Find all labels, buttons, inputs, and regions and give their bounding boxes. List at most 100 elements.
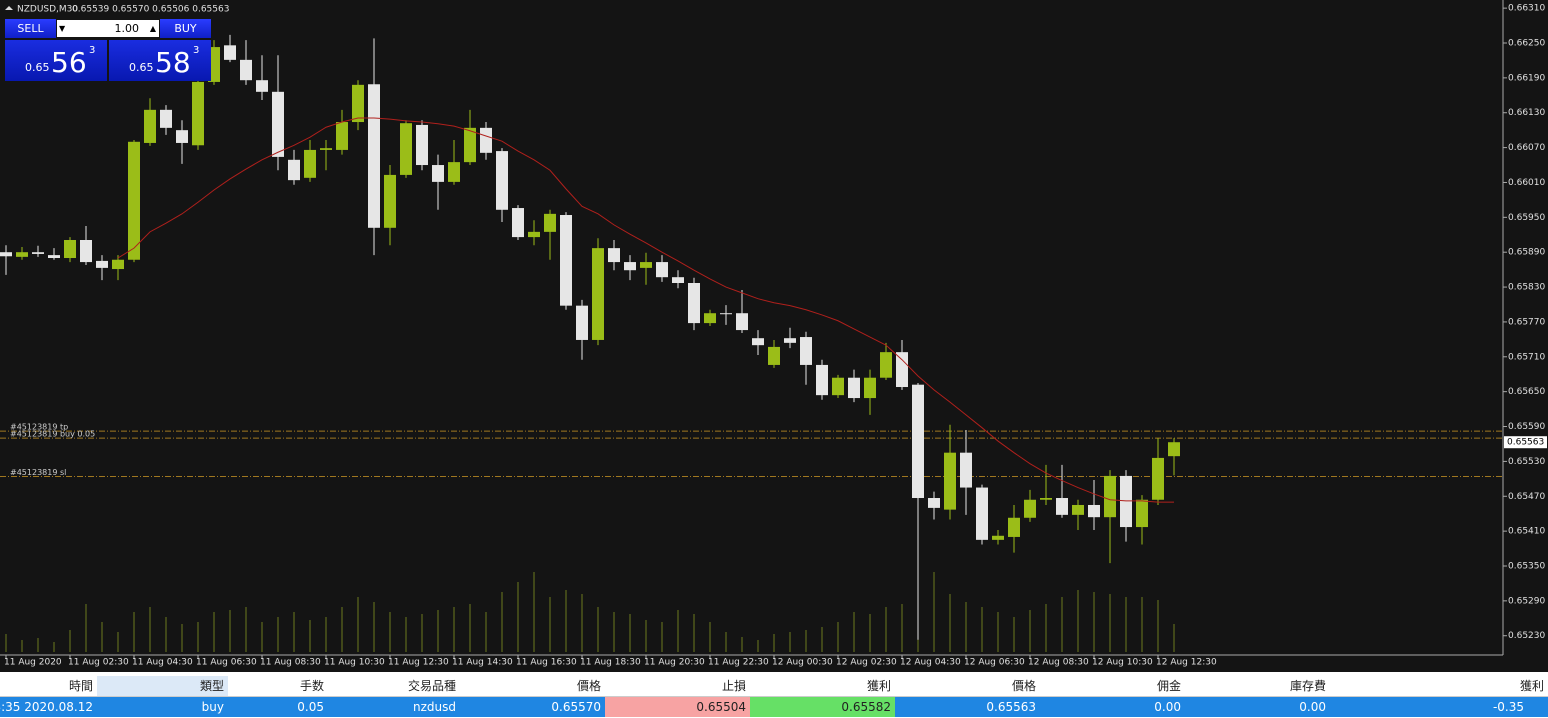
candle-body bbox=[832, 377, 844, 396]
x-tick-label: 11 Aug 14:30 bbox=[452, 658, 513, 668]
table-cell: nzdusd bbox=[413, 700, 456, 714]
header-cell: 獲利 bbox=[1519, 679, 1544, 693]
candle-body bbox=[0, 252, 12, 257]
table-row[interactable]: 2020.08.12 13:13:35 buy 0.05 nzdusd 0.65570 0… bbox=[0, 697, 1548, 717]
candle-body bbox=[288, 159, 300, 181]
candle-body bbox=[880, 352, 892, 378]
x-tick-label: 12 Aug 10:30 bbox=[1092, 658, 1153, 668]
x-tick-label: 12 Aug 00:30 bbox=[772, 658, 833, 668]
candle-body bbox=[784, 338, 796, 343]
y-tick-label: 0.65470 bbox=[1508, 492, 1545, 502]
x-tick-label: 12 Aug 06:30 bbox=[964, 658, 1025, 668]
candle-body bbox=[416, 124, 428, 166]
candle-body bbox=[16, 252, 28, 257]
bid-big: 0.65 bbox=[25, 61, 50, 74]
candle-body bbox=[80, 239, 92, 263]
candle-body bbox=[1168, 442, 1180, 457]
y-tick-label: 0.65650 bbox=[1508, 387, 1545, 397]
candle-body bbox=[896, 352, 908, 388]
moving-average bbox=[117, 117, 1174, 503]
order-label: #45123819 sl bbox=[10, 468, 66, 477]
candle-body bbox=[1024, 499, 1036, 518]
candle-body bbox=[128, 141, 140, 260]
candle-body bbox=[544, 213, 556, 232]
candle-body bbox=[864, 377, 876, 399]
candle-body bbox=[720, 313, 732, 315]
x-tick-label: 11 Aug 22:30 bbox=[708, 658, 769, 668]
y-tick-label: 0.65230 bbox=[1508, 631, 1545, 641]
ask-box[interactable]: 0.65 58 3 bbox=[109, 40, 211, 81]
candle-body bbox=[944, 452, 956, 510]
table-header: 時間 類型 手数 交易品種 價格 止損 獲利 價格 佣金 庫存費 獲利 bbox=[0, 676, 1548, 697]
chart: NZDUSD,M30 0.65539 0.65570 0.65506 0.655… bbox=[0, 0, 1548, 672]
header-cell: 價格 bbox=[1011, 679, 1036, 693]
candle-body bbox=[336, 122, 348, 150]
header-cell: 庫存費 bbox=[1289, 679, 1326, 693]
y-tick-label: 0.65350 bbox=[1508, 561, 1545, 571]
candle-body bbox=[1104, 475, 1116, 518]
candle-body bbox=[96, 260, 108, 268]
y-tick-label: 0.65590 bbox=[1508, 422, 1545, 432]
candle-body bbox=[400, 123, 412, 175]
x-tick-label: 12 Aug 04:30 bbox=[900, 658, 961, 668]
candle-body bbox=[1152, 457, 1164, 500]
buy-button[interactable]: BUY bbox=[160, 19, 211, 38]
trade-panel: SELL ▼ 1.00 ▲ BUY 0.65 56 3 0.65 58 3 bbox=[5, 19, 211, 81]
candle-body bbox=[320, 148, 332, 150]
y-tick-label: 0.65530 bbox=[1508, 457, 1545, 467]
header-cell: 手数 bbox=[299, 679, 324, 693]
bid-main: 56 bbox=[51, 46, 87, 79]
candle-body bbox=[208, 47, 220, 82]
header-cell: 價格 bbox=[576, 679, 601, 693]
candle-body bbox=[592, 248, 604, 340]
candle-body bbox=[384, 174, 396, 228]
y-tick-label: 0.66130 bbox=[1508, 108, 1545, 118]
y-tick-label: 0.66010 bbox=[1508, 178, 1545, 188]
candle-body bbox=[800, 337, 812, 365]
y-tick-label: 0.65290 bbox=[1508, 596, 1545, 606]
table-cell: 0.00 bbox=[1299, 700, 1326, 714]
candle-body bbox=[672, 277, 684, 283]
bid-box[interactable]: 0.65 56 3 bbox=[5, 40, 107, 81]
candle-body bbox=[1072, 504, 1084, 515]
quote: 0.65539 0.65570 0.65506 0.65563 bbox=[72, 5, 229, 15]
x-tick-label: 11 Aug 2020 bbox=[4, 658, 62, 668]
x-tick-label: 11 Aug 12:30 bbox=[388, 658, 449, 668]
lots-input[interactable]: ▼ 1.00 ▲ bbox=[57, 20, 159, 37]
candle-body bbox=[1136, 499, 1148, 528]
y-tick-label: 0.65710 bbox=[1508, 352, 1545, 362]
bid-pip: 3 bbox=[89, 45, 96, 56]
table-cell: 0.05 bbox=[297, 700, 324, 714]
ask-main: 58 bbox=[155, 46, 191, 79]
candle-body bbox=[576, 305, 588, 340]
y-tick-label: 0.66070 bbox=[1508, 143, 1545, 153]
x-tick-label: 11 Aug 08:30 bbox=[260, 658, 321, 668]
table-cell: 0.00 bbox=[1154, 700, 1181, 714]
candle-body bbox=[912, 384, 924, 499]
candle-body bbox=[736, 313, 748, 331]
x-tick-label: 11 Aug 18:30 bbox=[580, 658, 641, 668]
candle-body bbox=[160, 109, 172, 128]
candle-body bbox=[176, 130, 188, 143]
candle-body bbox=[848, 377, 860, 399]
y-tick-label: 0.65950 bbox=[1508, 213, 1545, 223]
collapse-icon[interactable] bbox=[5, 6, 13, 10]
x-tick-label: 11 Aug 02:30 bbox=[68, 658, 129, 668]
header-cell: 交易品種 bbox=[407, 679, 456, 693]
candle-body bbox=[192, 81, 204, 146]
chart-bg bbox=[0, 0, 1548, 672]
candle-body bbox=[752, 338, 764, 346]
x-tick-label: 11 Aug 16:30 bbox=[516, 658, 577, 668]
candle-body bbox=[368, 84, 380, 228]
sell-button[interactable]: SELL bbox=[5, 19, 56, 38]
y-tick-label: 0.66250 bbox=[1508, 39, 1545, 49]
table-cell: 0.65504 bbox=[605, 697, 750, 717]
candle-body bbox=[992, 535, 1004, 540]
table-cell: 0.65570 bbox=[551, 700, 601, 714]
candle-body bbox=[976, 487, 988, 540]
candle-body bbox=[768, 346, 780, 365]
candle-body bbox=[304, 149, 316, 178]
last-price-box bbox=[1504, 436, 1547, 449]
header-cell: 時間 bbox=[68, 679, 93, 693]
